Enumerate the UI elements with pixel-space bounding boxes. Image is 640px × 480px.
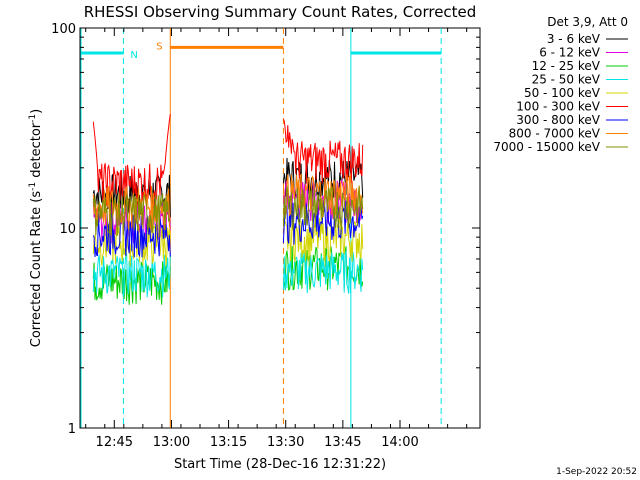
legend-label: 12 - 25 keV: [532, 59, 601, 73]
y-tick-label: 1: [68, 422, 76, 437]
saa-flag-label: S: [156, 41, 162, 52]
x-tick-label: 13:45: [324, 435, 361, 450]
y-axis-label: Corrected Count Rate (s-1 detector-1): [28, 109, 44, 347]
legend-header: Det 3,9, Att 0: [547, 15, 628, 29]
y-axis-label-end: ): [29, 109, 44, 114]
series-group: [92, 114, 364, 305]
series-line-9: [282, 185, 364, 231]
y-tick-label: 100: [51, 22, 76, 37]
y-axis-label-sup2: -1: [28, 114, 38, 123]
y-axis-label-main: Corrected Count Rate (s: [29, 191, 44, 348]
x-tick-label: 12:45: [96, 435, 133, 450]
x-tick-label: 13:30: [267, 435, 304, 450]
legend-label: 300 - 800 keV: [516, 113, 600, 127]
legend-label: 800 - 7000 keV: [509, 127, 601, 141]
legend-label: 3 - 6 keV: [547, 32, 601, 46]
legend-label: 50 - 100 keV: [524, 86, 601, 100]
y-axis-label-mid: detector: [29, 122, 44, 182]
legend-label: 7000 - 15000 keV: [493, 140, 600, 154]
legend-label: 100 - 300 keV: [516, 100, 600, 114]
legend-label: 25 - 50 keV: [532, 73, 601, 87]
y-tick-label: 10: [59, 222, 76, 237]
series-line-9: [92, 192, 171, 238]
legend-label: 6 - 12 keV: [539, 46, 601, 60]
x-tick-label: 13:15: [210, 435, 247, 450]
series-line-6: [282, 118, 364, 184]
series-line-4: [282, 250, 364, 294]
series-line-1: [282, 157, 364, 202]
series-line-4: [92, 252, 171, 298]
axes: 1 10 100 12:45 13:00 13:15 13:30 13:45 14:00: [51, 22, 480, 450]
x-axis-label: Start Time (28-Dec-16 12:31:22): [174, 457, 386, 472]
x-tick-label: 13:00: [153, 435, 190, 450]
y-axis-label-sup1: -1: [28, 182, 38, 191]
chart-title: RHESSI Observing Summary Count Rates, Co…: [84, 3, 477, 21]
series-line-7: [92, 212, 171, 258]
night-flag-label: N: [130, 50, 137, 61]
series-line-5: [282, 217, 364, 262]
series-line-6: [92, 114, 171, 207]
timestamp: 1-Sep-2022 20:52: [556, 467, 637, 477]
x-tick-label: 14:00: [381, 435, 418, 450]
